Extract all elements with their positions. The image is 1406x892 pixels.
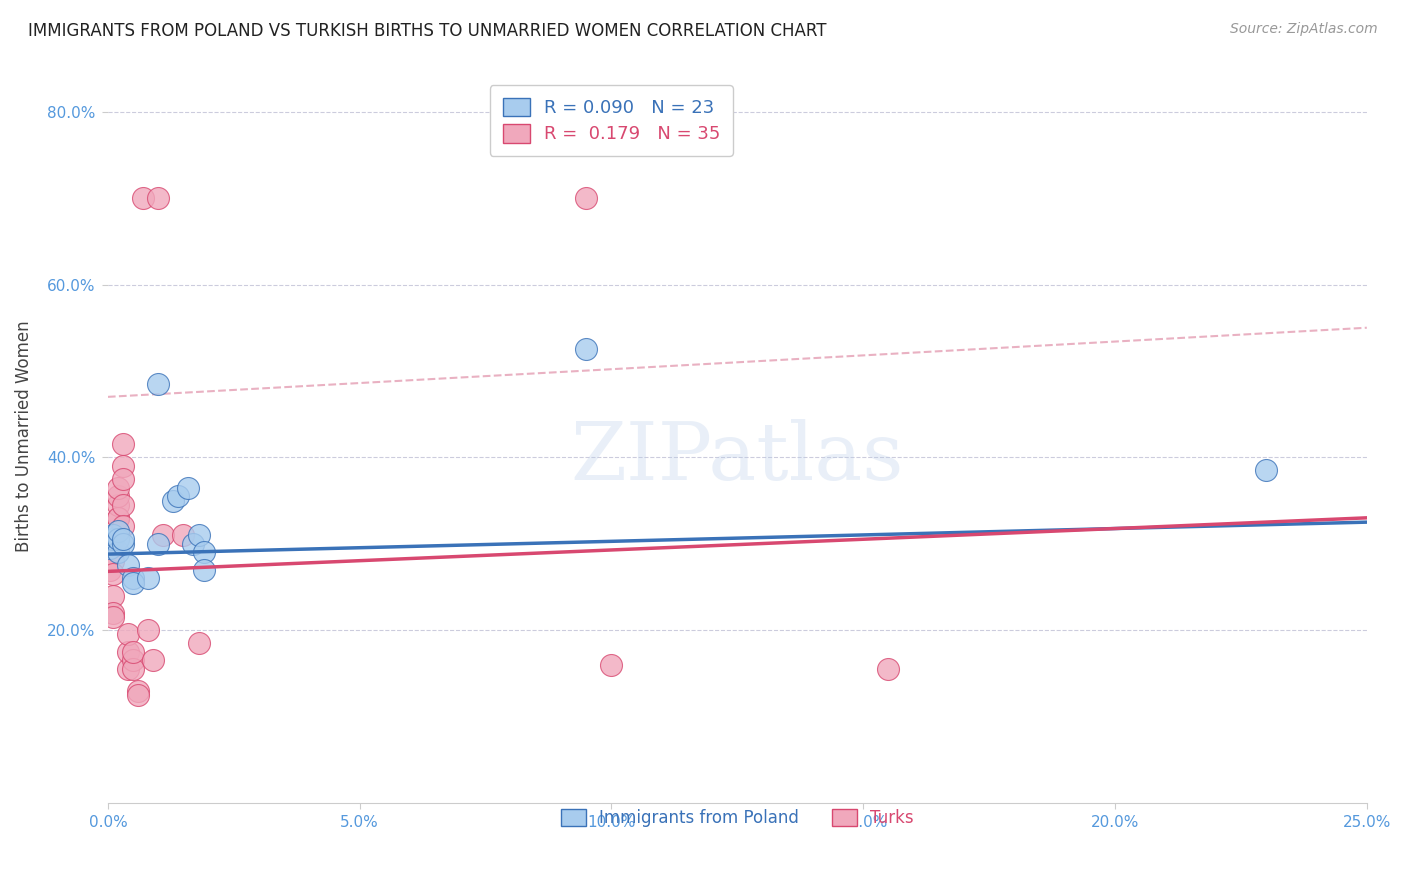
Point — [107, 489, 129, 503]
Point — [127, 683, 149, 698]
Point — [136, 571, 159, 585]
Point — [111, 437, 134, 451]
Point — [101, 537, 124, 551]
Text: ZIPatlas: ZIPatlas — [571, 418, 904, 497]
Point — [111, 498, 134, 512]
Point — [101, 533, 124, 547]
Point — [132, 191, 155, 205]
Point — [142, 653, 165, 667]
Point — [122, 575, 145, 590]
Point — [101, 606, 124, 620]
Point — [193, 563, 215, 577]
Point — [117, 627, 139, 641]
Point — [148, 537, 170, 551]
Point — [148, 376, 170, 391]
Point — [600, 657, 623, 672]
Point — [575, 343, 598, 357]
Point — [877, 662, 900, 676]
Y-axis label: Births to Unmarried Women: Births to Unmarried Women — [15, 320, 32, 551]
Point — [117, 662, 139, 676]
Text: IMMIGRANTS FROM POLAND VS TURKISH BIRTHS TO UNMARRIED WOMEN CORRELATION CHART: IMMIGRANTS FROM POLAND VS TURKISH BIRTHS… — [28, 22, 827, 40]
Point — [117, 558, 139, 573]
Legend: Immigrants from Poland, Turks: Immigrants from Poland, Turks — [553, 800, 922, 835]
Point — [167, 489, 190, 503]
Point — [98, 563, 121, 577]
Point — [117, 645, 139, 659]
Point — [101, 528, 124, 542]
Point — [193, 545, 215, 559]
Point — [136, 623, 159, 637]
Point — [107, 533, 129, 547]
Point — [107, 498, 129, 512]
Point — [152, 528, 174, 542]
Point — [1254, 463, 1277, 477]
Point — [101, 610, 124, 624]
Point — [111, 458, 134, 473]
Point — [122, 662, 145, 676]
Point — [575, 191, 598, 205]
Point — [122, 645, 145, 659]
Point — [111, 519, 134, 533]
Point — [101, 554, 124, 568]
Point — [148, 191, 170, 205]
Text: Source: ZipAtlas.com: Source: ZipAtlas.com — [1230, 22, 1378, 37]
Point — [127, 688, 149, 702]
Point — [172, 528, 194, 542]
Point — [122, 571, 145, 585]
Point — [107, 511, 129, 525]
Point — [107, 481, 129, 495]
Point — [177, 481, 200, 495]
Point — [107, 524, 129, 538]
Point — [187, 528, 209, 542]
Point — [101, 566, 124, 581]
Point — [100, 541, 122, 555]
Point — [111, 472, 134, 486]
Point — [111, 537, 134, 551]
Point — [187, 636, 209, 650]
Point — [101, 589, 124, 603]
Point — [183, 537, 205, 551]
Point — [107, 545, 129, 559]
Point — [122, 653, 145, 667]
Point — [111, 533, 134, 547]
Point — [162, 493, 184, 508]
Point — [107, 511, 129, 525]
